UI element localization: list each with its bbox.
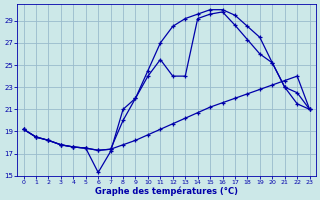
X-axis label: Graphe des températures (°C): Graphe des températures (°C) [95, 186, 238, 196]
